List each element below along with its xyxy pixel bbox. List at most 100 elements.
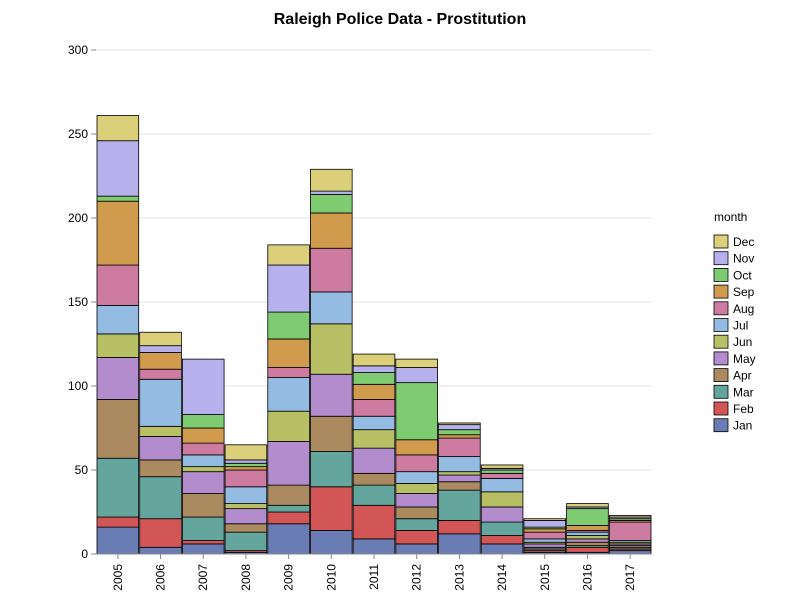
bar-segment-2006-nov <box>139 345 182 353</box>
bar-segment-2009-nov <box>267 264 310 313</box>
bar-segment-2008-jun <box>224 503 268 510</box>
bar-segment-2012-dec <box>395 358 438 368</box>
bar-segment-2015-sep <box>523 528 567 533</box>
bar-segment-2014-may <box>480 506 524 523</box>
bar-segment-2013-mar <box>438 489 481 521</box>
legend-swatch-feb <box>713 401 729 416</box>
x-tick-label: 2006 <box>154 564 168 591</box>
bar-segment-2013-jul <box>438 456 481 473</box>
bar-segment-2012-oct <box>395 382 438 441</box>
bar-segment-2009-aug <box>267 367 310 378</box>
bar-segment-2014-dec <box>480 464 524 469</box>
bar-segment-2007-may <box>181 471 225 494</box>
bar-segment-2012-aug <box>395 454 438 473</box>
bar-segment-2012-may <box>395 493 438 508</box>
legend-title: month <box>714 210 747 224</box>
bar-segment-2013-dec <box>438 422 481 426</box>
bar-segment-2010-aug <box>310 247 353 293</box>
bar-segment-2013-nov <box>438 424 481 431</box>
bar-segment-2007-feb <box>181 540 225 545</box>
y-tick-label: 50 <box>75 463 89 477</box>
bar-segment-2009-feb <box>267 511 310 525</box>
y-tick-label: 300 <box>68 43 88 57</box>
bar-segment-2008-dec <box>224 444 268 461</box>
x-tick-label: 2011 <box>367 564 381 590</box>
bar-segment-2010-dec <box>310 168 353 192</box>
x-tick-label: 2007 <box>196 564 210 591</box>
bar-segment-2011-dec <box>352 353 396 367</box>
bar-segment-2016-jun <box>566 535 609 540</box>
bar-segment-2013-sep <box>438 434 481 439</box>
bar-segment-2010-jul <box>310 291 353 325</box>
bar-segment-2010-jun <box>310 323 353 375</box>
bar-segment-2009-jun <box>267 410 310 442</box>
bar-segment-2015-jul <box>523 538 567 543</box>
legend-swatch-oct <box>713 267 729 282</box>
legend: month Dec Nov Oct Sep Aug Jul Jun May Apr Mar Feb J… <box>713 210 756 433</box>
legend-swatch-jul <box>713 318 729 332</box>
bar-segment-2015-nov <box>523 520 567 528</box>
legend-label-oct: Oct <box>733 268 752 282</box>
bar-segment-2015-dec <box>523 518 567 521</box>
bar-segment-2006-apr <box>139 459 182 478</box>
bar-segment-2014-aug <box>480 472 524 479</box>
legend-swatch-nov <box>713 251 729 266</box>
x-tick-label: 2012 <box>410 564 424 591</box>
x-tick-label: 2014 <box>495 564 509 591</box>
bar-segment-2009-mar <box>267 504 310 513</box>
bar-segment-2007-nov <box>181 358 225 415</box>
bar-segment-2009-apr <box>267 484 310 506</box>
bar-segment-2014-mar <box>480 521 524 536</box>
bar-segment-2017-jan <box>608 550 652 555</box>
bar-segment-2012-mar <box>395 518 438 531</box>
bar-segment-2011-jan <box>352 538 396 555</box>
legend-swatch-jan <box>713 418 729 433</box>
bar-segment-2016-jul <box>566 531 609 536</box>
legend-swatch-may <box>713 351 729 366</box>
bar-segment-2005-sep <box>96 200 140 266</box>
bar-segment-2016-oct <box>566 508 609 526</box>
x-tick-label: 2017 <box>623 564 637 591</box>
bar-segment-2013-feb <box>438 520 481 535</box>
bar-segment-2010-feb <box>310 486 353 531</box>
bar-segment-2011-jul <box>352 415 396 431</box>
bar-segment-2005-jan <box>96 526 140 555</box>
bar-segment-2016-apr <box>566 541 609 546</box>
legend-label-aug: Aug <box>733 302 754 316</box>
bar-segment-2015-aug <box>523 531 567 540</box>
bar-segment-2006-mar <box>139 476 182 520</box>
bar-segment-2005-nov <box>96 140 140 197</box>
bar-segment-2012-jan <box>395 543 438 555</box>
bar-segment-2005-mar <box>96 457 140 518</box>
bar-segment-2005-apr <box>96 399 140 459</box>
legend-swatch-aug <box>713 301 729 316</box>
bar-segment-2013-jan <box>438 533 481 555</box>
bar-segment-2010-mar <box>310 451 353 488</box>
legend-label-dec: Dec <box>733 235 754 249</box>
bar-segment-2011-may <box>352 447 396 474</box>
bar-segment-2012-feb <box>395 530 438 545</box>
bar-segment-2010-apr <box>310 415 353 452</box>
bar-segment-2005-jun <box>96 333 140 358</box>
bar-segment-2006-may <box>139 435 182 461</box>
legend-label-mar: Mar <box>733 385 754 399</box>
bar-segment-2005-may <box>96 357 140 400</box>
bar-segment-2011-aug <box>352 399 396 417</box>
bar-segment-2012-apr <box>395 506 438 520</box>
x-tick-label: 2005 <box>111 564 125 591</box>
bar-segment-2017-aug <box>608 521 652 541</box>
legend-swatch-sep <box>713 284 729 299</box>
legend-swatch-apr <box>713 368 729 383</box>
bar-segment-2008-sep <box>224 466 268 471</box>
bar-segment-2016-feb <box>566 546 609 553</box>
bar-segment-2006-aug <box>139 368 182 380</box>
bar-segment-2017-dec <box>608 514 652 518</box>
x-tick-label: 2015 <box>538 564 552 591</box>
bar-segment-2010-may <box>310 373 353 417</box>
bar-segment-2009-may <box>267 441 310 486</box>
bar-segment-2011-nov <box>352 365 396 373</box>
bar-segment-2006-jul <box>139 378 182 427</box>
bar-segment-2009-oct <box>267 311 310 340</box>
